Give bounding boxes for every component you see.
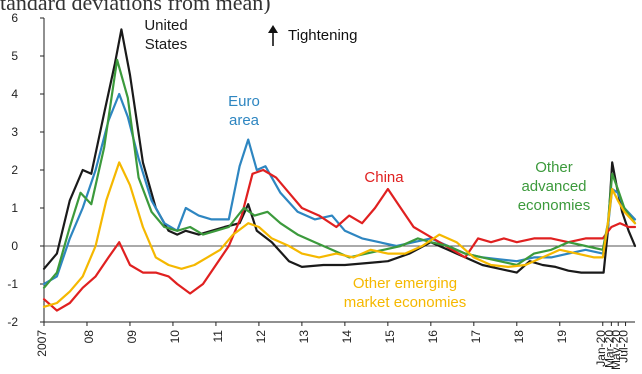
- series-label: United: [144, 17, 187, 34]
- series-label: advanced: [521, 178, 586, 195]
- x-tick-label: Mar-20: [602, 330, 616, 368]
- tightening-label: Tightening: [288, 27, 358, 44]
- x-tick-label: Jul-20: [617, 330, 631, 363]
- y-tick-label: 2: [11, 163, 18, 177]
- chart-title-fragment: tandard deviations from mean): [0, 0, 271, 14]
- x-tick-label: 19: [555, 330, 569, 344]
- series-label: Euro: [228, 93, 260, 110]
- x-tick-label: Jan-20: [594, 330, 608, 367]
- series-label: Other: [535, 159, 573, 176]
- series-label: Other emerging: [353, 275, 457, 292]
- y-tick-label: 0: [11, 239, 18, 253]
- series-line: [42, 28, 637, 274]
- series-label: market economies: [344, 294, 467, 311]
- x-tick-label: 2007: [35, 330, 49, 357]
- y-tick-label: 1: [11, 201, 18, 215]
- series-line: [42, 161, 637, 308]
- label-layer: United States Euro area China Other advanced ec…: [144, 17, 590, 311]
- series-label: economies: [518, 197, 591, 214]
- series-label: States: [145, 36, 188, 53]
- y-tick-label: 3: [11, 125, 18, 139]
- y-tick-label: -1: [7, 277, 18, 291]
- x-tick-label: 12: [254, 330, 268, 344]
- x-tick-label: 14: [340, 330, 354, 344]
- series-layer: [42, 28, 637, 312]
- y-tick-label: 6: [11, 11, 18, 25]
- x-tick-label: 16: [426, 330, 440, 344]
- series-line: [42, 168, 637, 312]
- x-tick-label: 15: [383, 330, 397, 344]
- x-tick-label: 10: [168, 330, 182, 344]
- series-line: [42, 58, 637, 289]
- tightening-arrowhead-icon: [268, 25, 278, 33]
- y-tick-label: 5: [11, 49, 18, 63]
- series-label: China: [364, 169, 404, 186]
- x-tick-label: May-20: [609, 330, 623, 370]
- series-label: area: [229, 112, 260, 129]
- x-tick-label: 11: [211, 330, 225, 343]
- x-tick-label: 18: [512, 330, 526, 344]
- x-tick-label: 09: [125, 330, 139, 344]
- y-tick-label: 4: [11, 87, 18, 101]
- x-tick-label: 08: [82, 330, 96, 344]
- y-tick-label: -2: [7, 315, 18, 329]
- x-tick-label: 13: [297, 330, 311, 344]
- x-tick-label: 17: [469, 330, 483, 344]
